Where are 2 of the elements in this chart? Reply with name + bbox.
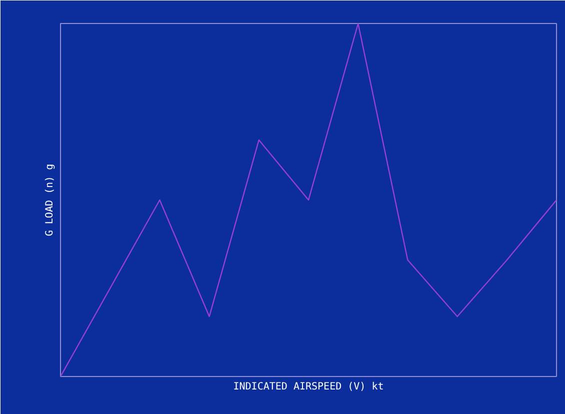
y-axis-title: G LOAD (n) g: [44, 164, 56, 236]
x-axis-title: INDICATED AIRSPEED (V) kt: [233, 382, 384, 392]
